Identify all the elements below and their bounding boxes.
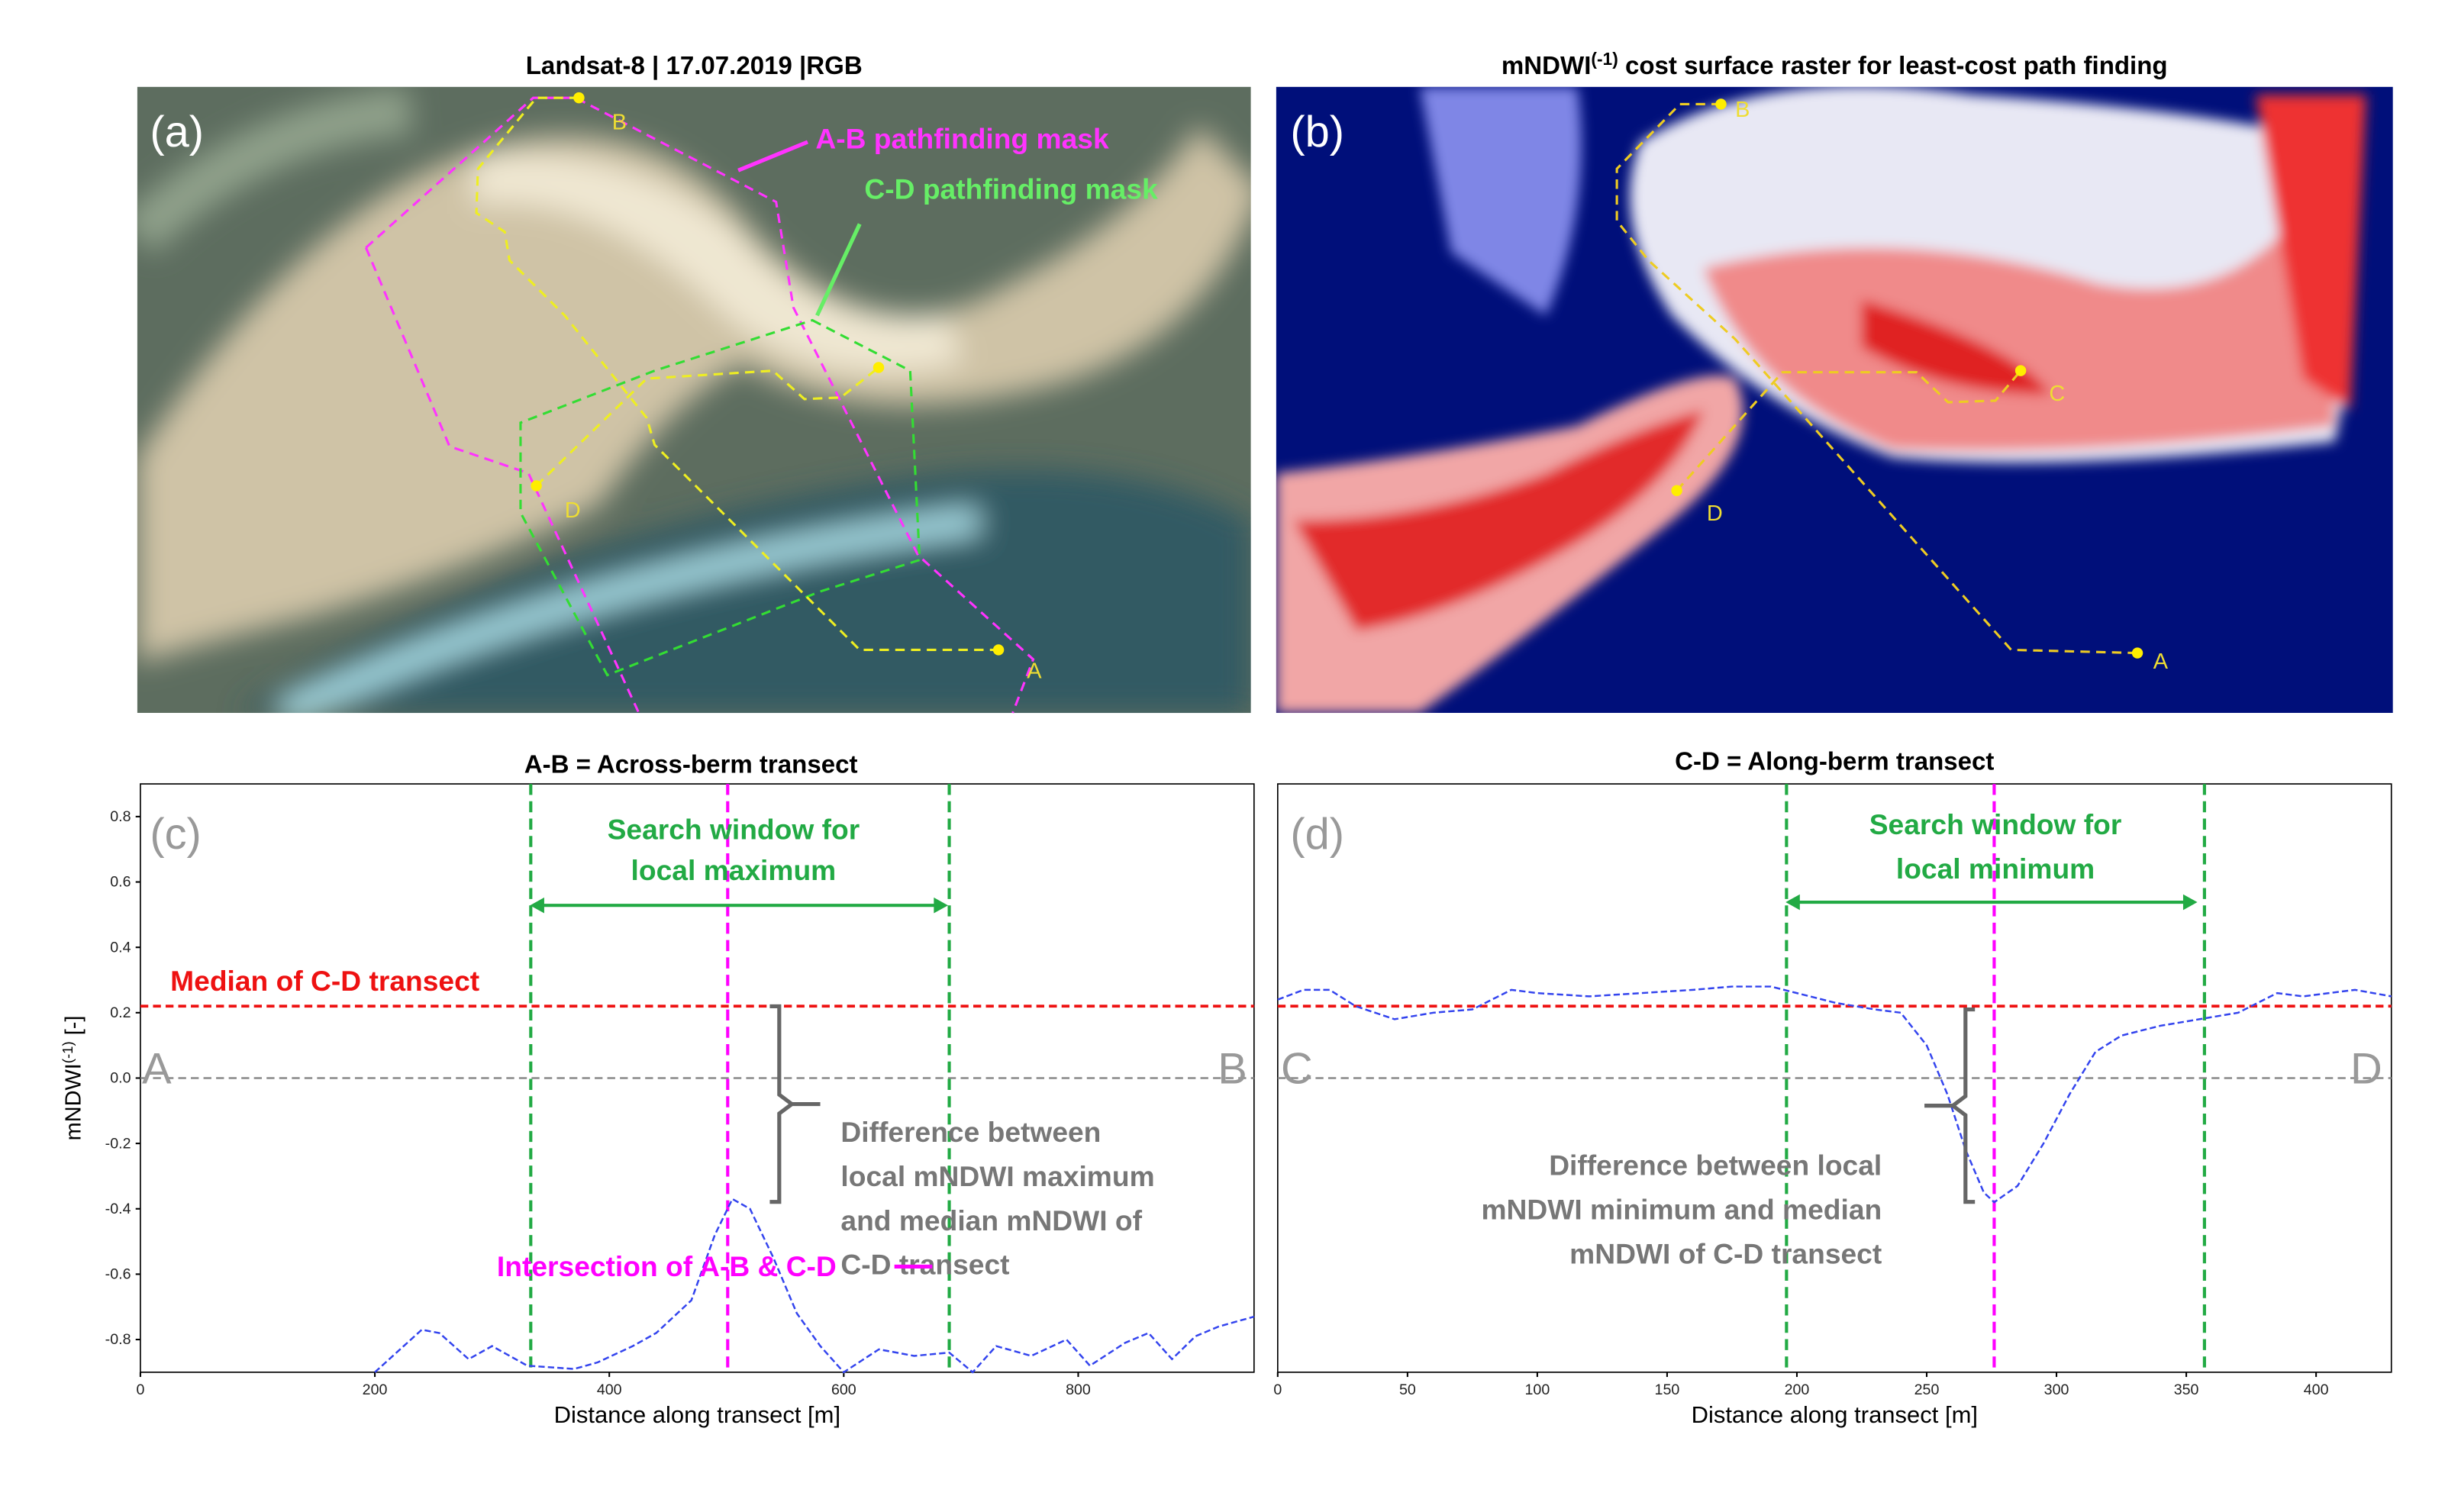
brace — [1924, 1007, 1976, 1204]
title-sup: (-1) — [1591, 49, 1618, 69]
intersection-label: Intersection of A-B & C-D — [497, 1250, 837, 1282]
brace — [769, 1004, 821, 1204]
x-axis-label: Distance along transect [m] — [554, 1401, 840, 1428]
masks-a — [364, 96, 2138, 714]
point-label: B — [1735, 98, 1750, 122]
x-tick-label: 400 — [597, 1381, 622, 1398]
y-axis-label: mNDWI(-1) [-] — [60, 1016, 85, 1141]
x-tick-label: 0 — [1273, 1381, 1282, 1398]
endpoint-label: D — [2350, 1045, 2382, 1094]
x-tick-label: 100 — [1525, 1381, 1550, 1398]
y-tick-label: 0.0 — [110, 1070, 131, 1087]
y-tick-label: -0.8 — [105, 1331, 131, 1348]
image-title: Landsat-8 | 17.07.2019 |RGB — [526, 52, 863, 80]
difference-label: C-D transect — [840, 1249, 1009, 1281]
data-line — [374, 1198, 1255, 1374]
y-tick-label: -0.4 — [105, 1201, 131, 1217]
y-tick-label: 0.8 — [110, 808, 131, 825]
x-tick-label: 600 — [831, 1381, 856, 1398]
mask-label: A-B pathfinding mask — [815, 122, 1109, 154]
y-tick-label: 0.6 — [110, 874, 131, 891]
x-tick-label: 400 — [2304, 1381, 2329, 1398]
ylabel-part: [-] — [61, 1016, 85, 1042]
panel-label: (a) — [150, 108, 204, 156]
x-tick-label: 250 — [1914, 1381, 1940, 1398]
y-tick-label: 0.2 — [110, 1004, 131, 1021]
point-label: B — [612, 110, 627, 134]
panel-label: (c) — [150, 810, 201, 859]
chart-title: A-B = Across-berm transect — [524, 751, 858, 779]
title-part: cost surface raster for least-cost path … — [1618, 52, 2168, 80]
x-tick-label: 0 — [136, 1381, 144, 1398]
difference-label: Difference between — [840, 1116, 1101, 1148]
difference-label: local mNDWI maximum — [840, 1160, 1154, 1192]
window-label: Search window for — [608, 813, 860, 845]
difference-label: and median mNDWI of — [840, 1204, 1142, 1236]
point-label: C — [2049, 382, 2065, 406]
y-tick-label: -0.6 — [105, 1266, 131, 1283]
window-label: Search window for — [1869, 808, 2122, 840]
difference-label: mNDWI minimum and median — [1481, 1193, 1882, 1225]
y-tick-label: -0.2 — [105, 1135, 131, 1152]
leader — [815, 223, 862, 317]
chart: C-D = Along-berm transect 0 50 100 150 200 250… — [1273, 747, 2392, 1428]
window-label: local minimum — [1896, 853, 2095, 885]
leader — [737, 140, 809, 172]
mask-label: C-D pathfinding mask — [864, 172, 1158, 205]
point-label: A — [2153, 650, 2169, 674]
panel-label: (b) — [1290, 108, 1344, 156]
endpoint-label: C — [1281, 1045, 1313, 1094]
x-tick-label: 300 — [2044, 1381, 2069, 1398]
point-label: D — [1707, 501, 1723, 526]
endpoint-label: B — [1218, 1045, 1247, 1094]
charts: A-B = Across-berm transect 0 200 400 600 800 D… — [60, 747, 2392, 1428]
median-label: Median of C-D transect — [170, 965, 479, 997]
x-tick-label: 800 — [1066, 1381, 1091, 1398]
point-labels: B D A B C D A — [565, 98, 2169, 684]
ylabel-part: mNDWI — [61, 1063, 85, 1140]
point-label: A — [1027, 659, 1042, 684]
chart: A-B = Across-berm transect 0 200 400 600 800 D… — [60, 751, 1255, 1428]
x-tick-label: 200 — [363, 1381, 388, 1398]
image-title: mNDWI(-1) cost surface raster for least-… — [1502, 49, 2168, 80]
window-label: local maximum — [631, 854, 837, 886]
ylabel-sup: (-1) — [60, 1041, 76, 1063]
cost-surface-raster — [1276, 86, 2393, 714]
data-line — [1277, 985, 2392, 1204]
x-tick-label: 50 — [1399, 1381, 1416, 1398]
x-tick-label: 150 — [1655, 1381, 1680, 1398]
endpoint-label: A — [142, 1045, 172, 1094]
y-tick-label: 0.4 — [110, 939, 131, 956]
title-part: mNDWI — [1502, 52, 1592, 80]
difference-label: Difference between local — [1549, 1149, 1882, 1182]
points — [531, 92, 2143, 659]
point-label: D — [565, 498, 581, 523]
panel-label: (d) — [1290, 810, 1344, 859]
x-axis-label: Distance along transect [m] — [1692, 1401, 1978, 1428]
chart-title: C-D = Along-berm transect — [1675, 747, 1994, 775]
x-tick-label: 200 — [1785, 1381, 1810, 1398]
difference-label: mNDWI of C-D transect — [1569, 1237, 1882, 1269]
x-tick-label: 350 — [2174, 1381, 2199, 1398]
